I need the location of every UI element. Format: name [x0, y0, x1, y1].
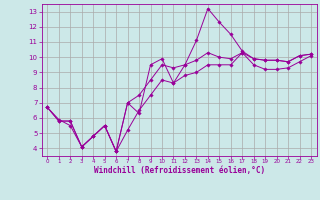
X-axis label: Windchill (Refroidissement éolien,°C): Windchill (Refroidissement éolien,°C) [94, 166, 265, 175]
